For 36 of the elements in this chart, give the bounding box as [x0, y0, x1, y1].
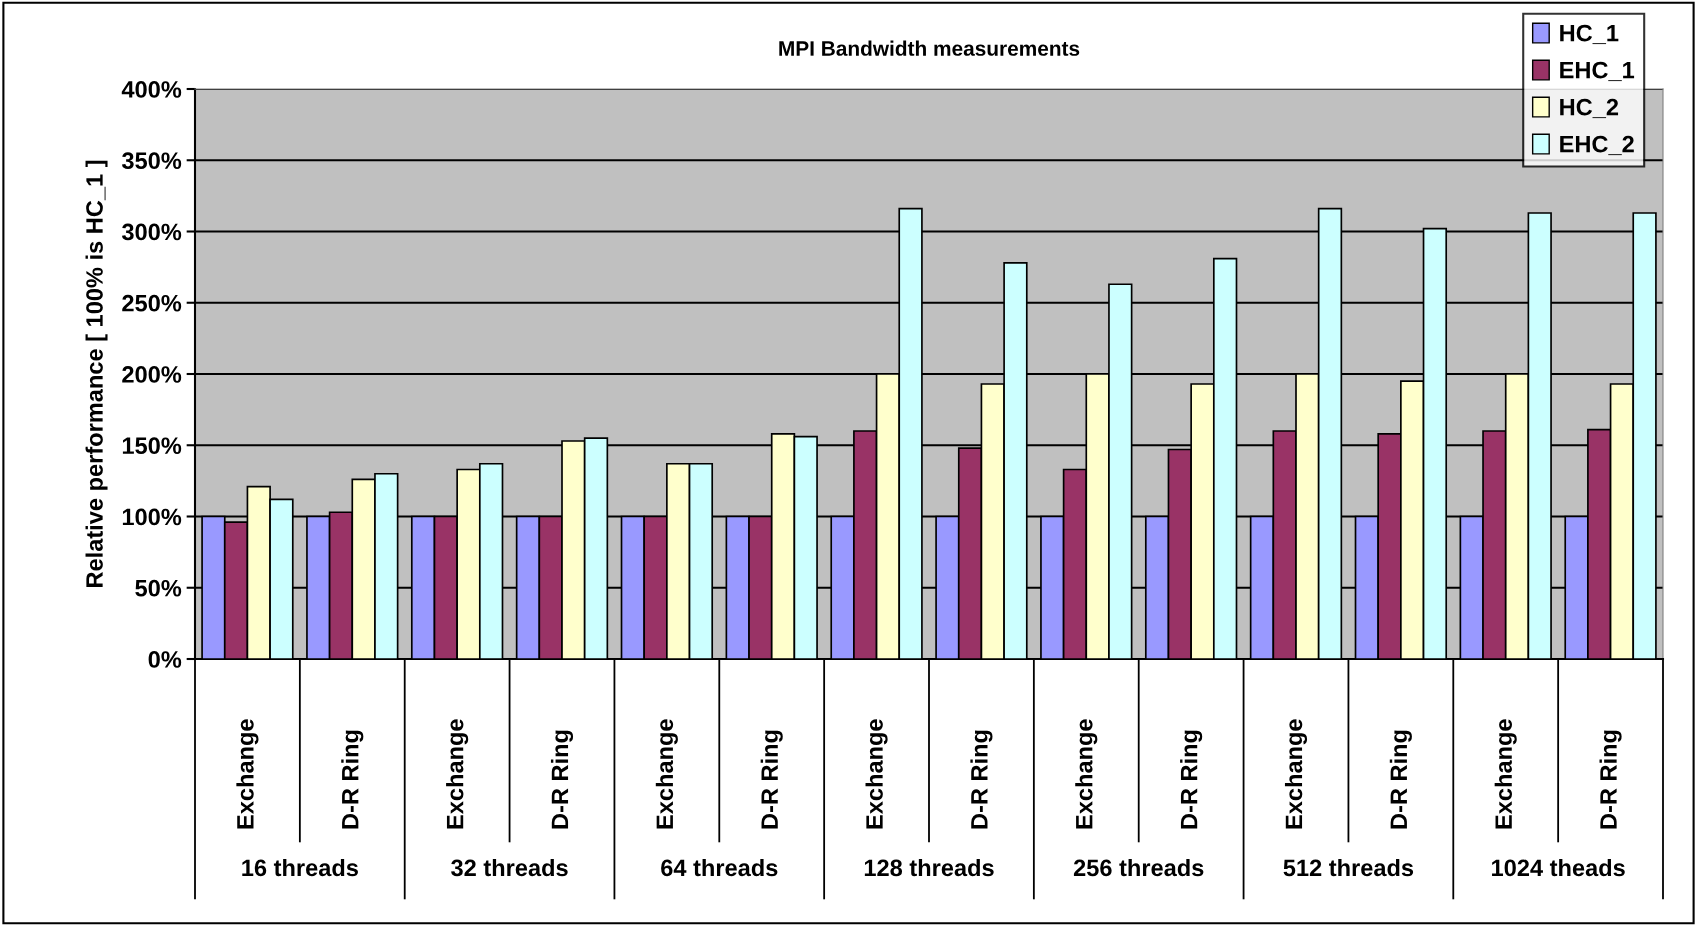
x-tick-label: D-R Ring — [1180, 730, 1203, 829]
text: 32 threads — [451, 858, 568, 877]
y-tick-label: 200% — [122, 366, 182, 383]
text: 128 threads — [864, 858, 994, 877]
x-tick-label: D-R Ring — [1599, 730, 1622, 829]
x-tick-label: D-R Ring — [341, 730, 364, 829]
legend-label: EHC_1 — [1560, 61, 1635, 82]
x-tick-label: D-R Ring — [1389, 730, 1412, 829]
y-tick-label: 150% — [122, 437, 182, 455]
y-tick-label: 400% — [121, 81, 182, 98]
legend-label: EHC_2 — [1560, 135, 1634, 156]
text: 512 threads — [1283, 858, 1414, 877]
legend-label: HC_2 — [1560, 98, 1619, 119]
text: 256 threads — [1073, 858, 1204, 877]
x-tick-label: D-R Ring — [970, 730, 993, 829]
y-tick-label: 250% — [122, 294, 182, 312]
x-tick-label: Exchange — [446, 719, 469, 829]
x-tick-label: Exchange — [1284, 719, 1308, 829]
text: 16 threads — [242, 858, 358, 877]
chart-title: MPI Bandwidth measurements — [779, 40, 1080, 56]
x-tick-label: Exchange — [865, 719, 888, 829]
text: 1024 theads — [1492, 858, 1625, 877]
x-tick-label: D-R Ring — [760, 730, 783, 829]
y-tick-label: 0% — [148, 651, 182, 668]
x-tick-label: D-R Ring — [550, 730, 574, 829]
x-tick-label: Exchange — [655, 719, 678, 829]
y-tick-label: 300% — [121, 223, 182, 241]
text: 64 threads — [661, 858, 778, 877]
x-tick-label: Exchange — [1494, 719, 1517, 829]
x-tick-label: Exchange — [236, 719, 259, 829]
x-tick-label: Exchange — [1075, 719, 1098, 829]
y-axis-title: Relative performance [ 100% is HC_1 ] — [85, 160, 108, 587]
legend-label: HC_1 — [1560, 24, 1619, 45]
y-tick-label: 50% — [135, 579, 182, 597]
y-tick-label: 350% — [121, 152, 182, 170]
y-tick-label: 100% — [122, 508, 182, 526]
